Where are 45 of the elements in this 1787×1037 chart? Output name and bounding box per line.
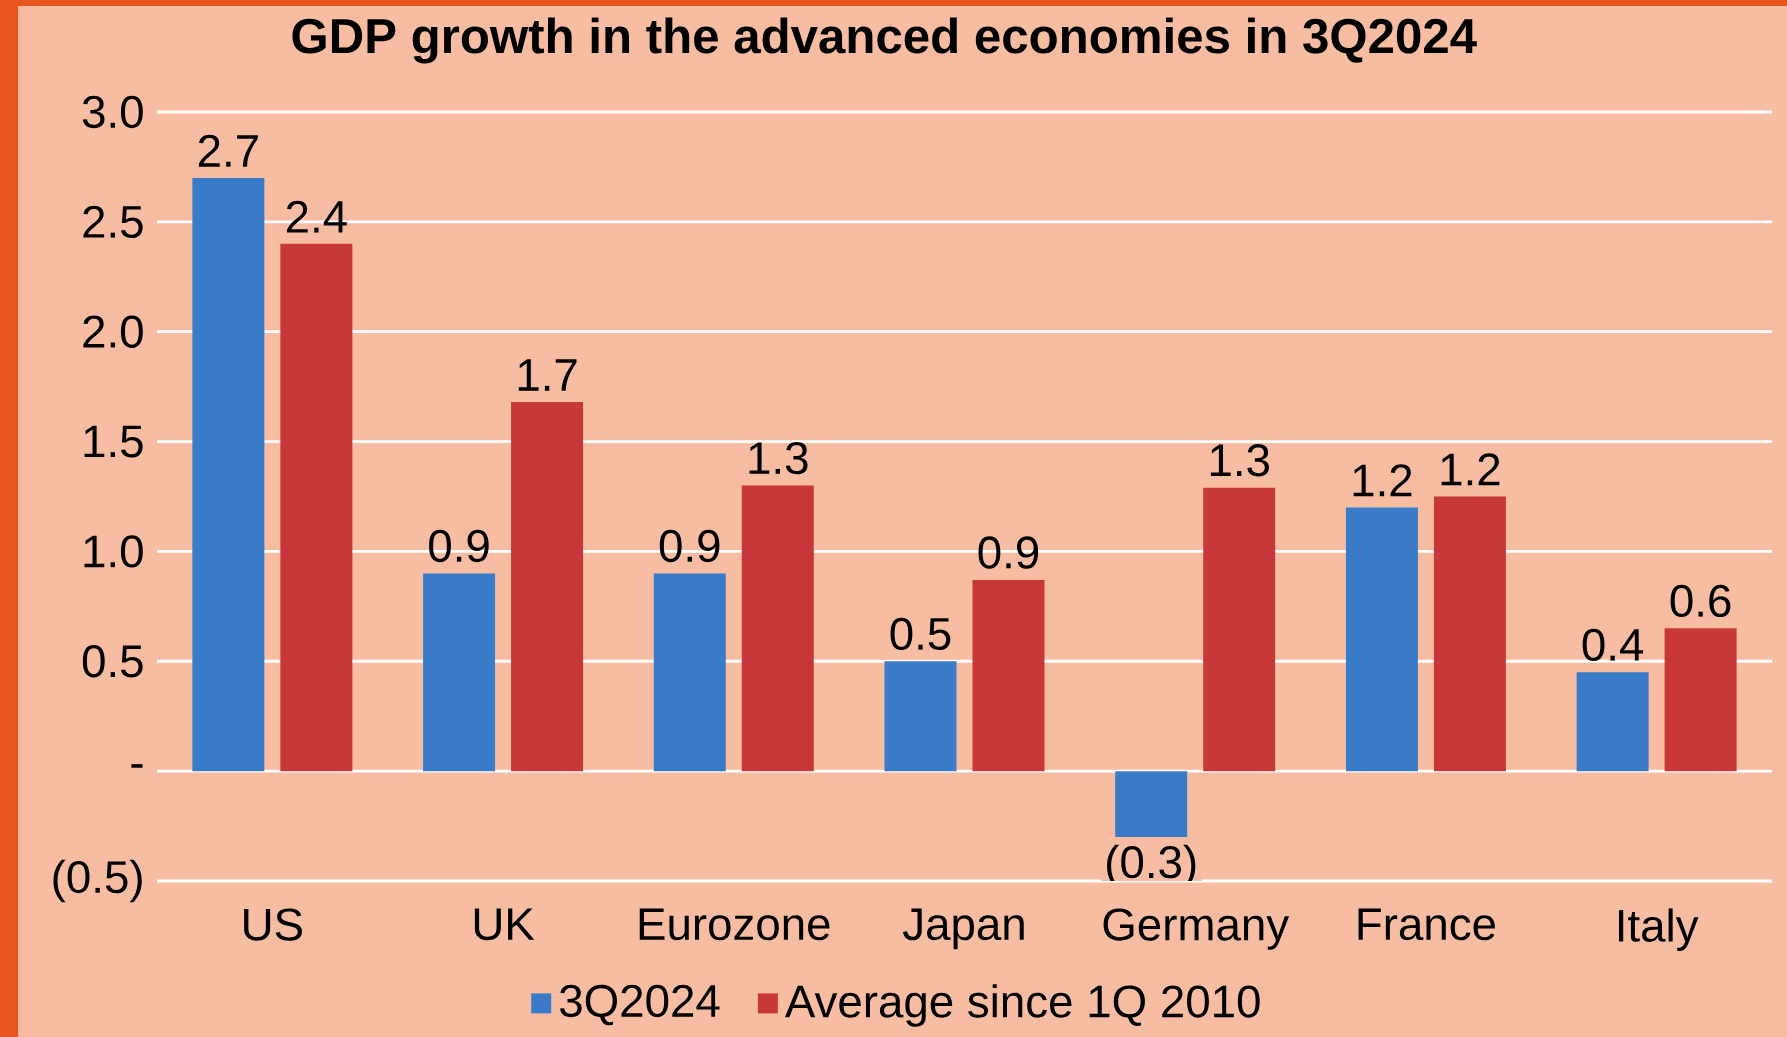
bar: [280, 243, 353, 772]
bar: [423, 573, 496, 772]
data-label: 2.7: [198, 134, 258, 167]
legend-label: 3Q2024: [560, 984, 720, 1026]
y-tick-label: (0.5): [53, 859, 142, 903]
bar: [192, 177, 265, 772]
data-label: 0.9: [429, 529, 489, 563]
x-tick-label: UK: [474, 908, 535, 941]
bar: [1433, 496, 1506, 772]
data-label: 2.4: [286, 200, 347, 233]
x-tick-label: Eurozone: [639, 908, 830, 941]
y-tick-label: 0.5: [82, 645, 143, 678]
data-label: 1.3: [1210, 444, 1269, 477]
bar: [1115, 771, 1188, 838]
data-label: 0.9: [978, 536, 1039, 569]
bar: [972, 579, 1045, 772]
chart-title: GDP growth in the advanced economies in 3Q2024: [292, 17, 1477, 64]
x-tick-label: Japan: [902, 908, 1024, 950]
data-label: 0.4: [1582, 628, 1644, 662]
y-tick-label: 3.0: [82, 95, 143, 129]
x-tick-label: Italy: [1618, 908, 1699, 951]
data-label: 0.9: [659, 529, 720, 563]
bar: [884, 661, 957, 772]
bar: [741, 485, 814, 772]
bar: [1664, 628, 1737, 772]
y-tick-label: 1.0: [84, 535, 143, 568]
x-tick-label: US: [244, 908, 302, 941]
bar: [1203, 487, 1276, 772]
data-label: 1.7: [518, 359, 577, 391]
data-label: 1.2: [1353, 464, 1412, 497]
data-label: 0.6: [1670, 584, 1731, 618]
data-label: 1.3: [749, 441, 808, 475]
x-tick-label: France: [1358, 908, 1495, 941]
x-tick-label: Germany: [1103, 908, 1290, 950]
data-label: 1.2: [1441, 453, 1500, 486]
legend-label: Average since 1Q 2010: [784, 984, 1260, 1027]
data-label: 0.5: [890, 617, 951, 651]
bar: [1345, 507, 1418, 772]
bar: [511, 402, 584, 772]
y-tick-label: -: [131, 764, 143, 768]
bar: [653, 573, 726, 772]
y-tick-label: 1.5: [84, 425, 143, 458]
y-tick-label: 2.0: [83, 315, 143, 348]
bar: [1576, 672, 1649, 772]
y-tick-label: 2.5: [83, 205, 143, 239]
